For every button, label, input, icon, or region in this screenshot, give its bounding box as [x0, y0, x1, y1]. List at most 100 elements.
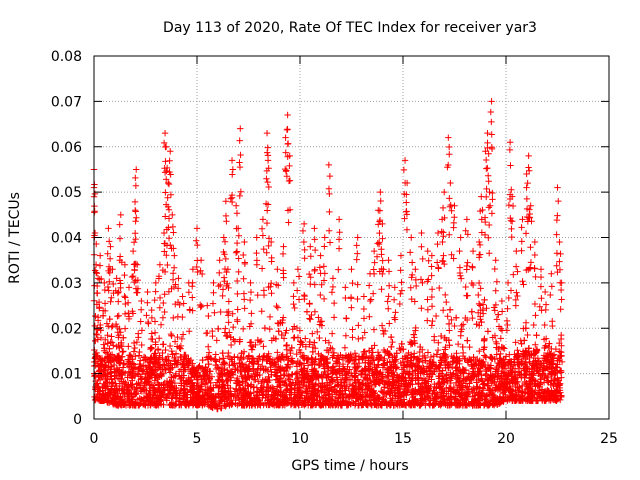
data-point	[228, 400, 236, 407]
data-point	[337, 402, 345, 409]
data-point	[400, 358, 408, 366]
data-point	[447, 385, 454, 393]
data-point	[289, 358, 296, 365]
data-point	[322, 337, 329, 344]
data-point	[101, 345, 108, 352]
data-point	[315, 380, 323, 388]
data-point	[309, 330, 316, 337]
data-point	[351, 350, 359, 357]
data-point	[158, 382, 165, 389]
data-point	[280, 379, 288, 386]
data-point	[169, 364, 176, 371]
data-point	[452, 379, 460, 387]
data-point	[257, 337, 265, 345]
data-point	[514, 361, 521, 368]
data-point	[255, 378, 262, 385]
data-point	[167, 401, 175, 408]
data-point	[159, 341, 167, 348]
data-point	[500, 369, 508, 376]
data-point	[433, 384, 440, 391]
data-point	[470, 354, 477, 361]
data-point	[444, 313, 451, 320]
data-point	[135, 366, 142, 373]
data-point	[493, 351, 500, 358]
data-point	[166, 369, 174, 376]
data-point	[478, 390, 485, 398]
data-point	[104, 332, 111, 339]
data-point	[305, 373, 312, 380]
data-point	[348, 387, 355, 395]
data-point	[147, 355, 154, 362]
data-point	[321, 368, 328, 376]
data-point	[459, 321, 467, 328]
data-point	[259, 356, 266, 363]
data-point	[555, 377, 562, 384]
data-point	[147, 366, 155, 373]
data-point	[488, 375, 495, 382]
data-point	[459, 365, 466, 373]
data-point	[533, 332, 540, 339]
data-point	[330, 352, 337, 359]
data-point	[483, 305, 490, 312]
data-point	[147, 354, 155, 361]
data-point	[485, 387, 493, 394]
data-point	[305, 379, 313, 386]
data-point	[497, 350, 504, 358]
data-point	[448, 399, 456, 407]
data-point	[531, 390, 538, 398]
data-point	[380, 396, 387, 403]
data-point	[388, 343, 395, 351]
data-point	[473, 379, 480, 386]
data-point	[261, 324, 269, 332]
data-point	[254, 366, 261, 374]
data-point	[232, 366, 239, 373]
data-point	[137, 376, 144, 383]
data-point	[468, 361, 475, 368]
data-point	[346, 393, 353, 400]
data-point	[352, 356, 360, 363]
data-point	[521, 351, 528, 358]
data-point	[375, 379, 382, 386]
data-point	[286, 376, 294, 383]
data-point	[291, 391, 299, 398]
data-point	[451, 322, 458, 330]
data-point	[161, 362, 168, 369]
data-point	[302, 388, 310, 395]
data-point	[204, 372, 211, 379]
data-point	[327, 344, 334, 352]
data-point	[398, 374, 406, 381]
data-point	[447, 377, 454, 384]
data-point	[218, 404, 225, 412]
data-point	[104, 340, 111, 347]
data-point	[346, 376, 354, 383]
data-point	[462, 366, 470, 374]
data-point	[213, 337, 220, 344]
data-point	[264, 354, 271, 361]
data-point	[284, 372, 292, 379]
data-point	[437, 332, 445, 340]
data-point	[235, 381, 243, 388]
data-point	[279, 353, 286, 360]
data-point	[219, 349, 226, 357]
data-point	[231, 353, 238, 360]
data-point	[408, 339, 415, 346]
data-point	[441, 346, 449, 353]
data-point	[479, 306, 487, 314]
data-point	[102, 336, 109, 344]
data-point	[153, 360, 161, 367]
data-point	[227, 341, 235, 349]
data-point	[282, 377, 289, 385]
data-point	[549, 380, 557, 387]
data-point	[445, 337, 453, 344]
data-point	[184, 391, 191, 398]
data-point	[194, 372, 201, 379]
data-point	[346, 366, 353, 373]
data-point	[296, 359, 304, 367]
data-point	[536, 387, 543, 394]
data-point	[107, 338, 114, 346]
data-point	[132, 391, 139, 398]
data-point	[363, 352, 370, 360]
data-point	[535, 370, 542, 377]
data-point	[371, 342, 378, 349]
data-point	[206, 375, 213, 382]
